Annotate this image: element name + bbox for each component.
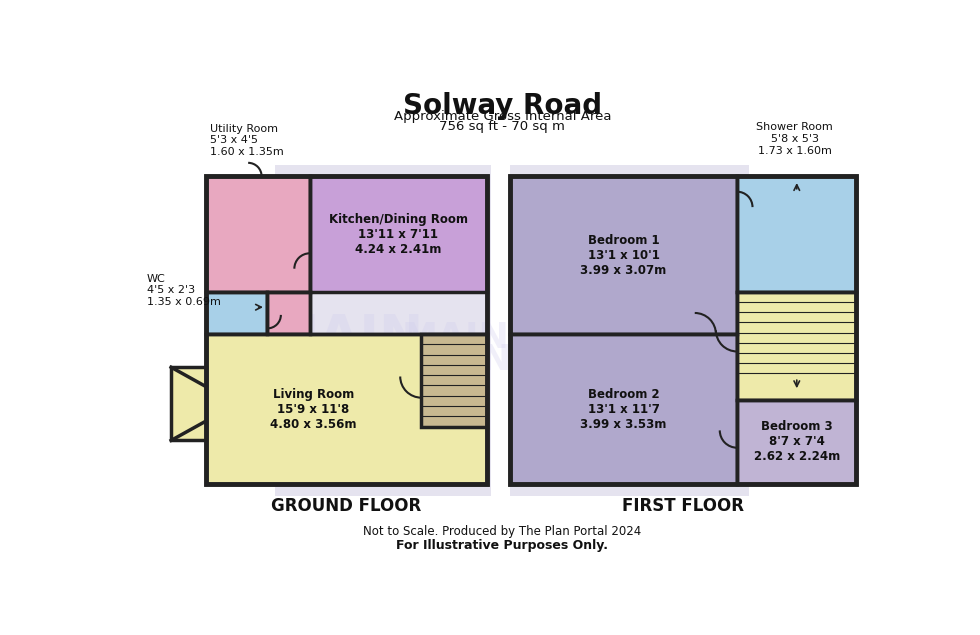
Text: M&IN: M&IN bbox=[264, 339, 425, 391]
Bar bbox=[206, 334, 487, 485]
Bar bbox=[737, 177, 857, 292]
Text: MAIN: MAIN bbox=[535, 312, 693, 364]
Bar bbox=[421, 334, 487, 427]
Text: MAIN: MAIN bbox=[402, 321, 510, 355]
Bar bbox=[206, 292, 268, 334]
Bar bbox=[275, 164, 491, 496]
Bar bbox=[268, 292, 310, 334]
Text: MAIN: MAIN bbox=[657, 321, 764, 355]
Text: Utility Room
5'3 x 4'5
1.60 x 1.35m: Utility Room 5'3 x 4'5 1.60 x 1.35m bbox=[210, 124, 283, 157]
Text: Bedroom 3
8'7 x 7'4
2.62 x 2.24m: Bedroom 3 8'7 x 7'4 2.62 x 2.24m bbox=[754, 420, 840, 464]
Bar bbox=[510, 334, 737, 485]
Bar bbox=[206, 177, 310, 292]
Text: M&IN: M&IN bbox=[533, 339, 695, 391]
Text: WC
4'5 x 2'3
1.35 x 0.69m: WC 4'5 x 2'3 1.35 x 0.69m bbox=[147, 274, 220, 307]
Text: Bedroom 1
13'1 x 10'1
3.99 x 3.07m: Bedroom 1 13'1 x 10'1 3.99 x 3.07m bbox=[580, 234, 666, 277]
Text: Approximate Gross Internal Area: Approximate Gross Internal Area bbox=[394, 110, 611, 123]
Bar bbox=[737, 399, 857, 485]
Text: M&IN: M&IN bbox=[655, 342, 765, 377]
Text: 756 sq ft - 70 sq m: 756 sq ft - 70 sq m bbox=[439, 120, 565, 133]
Text: MAIN: MAIN bbox=[299, 376, 390, 405]
Bar bbox=[737, 292, 857, 399]
Text: Shower Room
5'8 x 5'3
1.73 x 1.60m: Shower Room 5'8 x 5'3 1.73 x 1.60m bbox=[757, 123, 833, 156]
Text: Living Room
15'9 x 11'8
4.80 x 3.56m: Living Room 15'9 x 11'8 4.80 x 3.56m bbox=[270, 388, 357, 431]
Text: Kitchen/Dining Room
13'11 x 7'11
4.24 x 2.41m: Kitchen/Dining Room 13'11 x 7'11 4.24 x … bbox=[329, 213, 467, 255]
Bar bbox=[206, 177, 487, 485]
Text: FIRST FLOOR: FIRST FLOOR bbox=[622, 497, 744, 515]
Text: M&IN: M&IN bbox=[401, 342, 512, 377]
Text: For Illustrative Purposes Only.: For Illustrative Purposes Only. bbox=[396, 539, 609, 552]
Bar bbox=[510, 177, 857, 485]
Bar bbox=[172, 367, 206, 441]
Bar bbox=[310, 177, 487, 292]
Text: Solway Road: Solway Road bbox=[403, 91, 602, 119]
Bar bbox=[510, 164, 749, 496]
Text: MAIN: MAIN bbox=[568, 376, 660, 405]
Text: GROUND FLOOR: GROUND FLOOR bbox=[271, 497, 421, 515]
Bar bbox=[510, 177, 737, 334]
Text: Not to Scale. Produced by The Plan Portal 2024: Not to Scale. Produced by The Plan Porta… bbox=[364, 525, 641, 538]
Text: Bedroom 2
13'1 x 11'7
3.99 x 3.53m: Bedroom 2 13'1 x 11'7 3.99 x 3.53m bbox=[580, 388, 666, 431]
Text: MAIN: MAIN bbox=[266, 312, 423, 364]
